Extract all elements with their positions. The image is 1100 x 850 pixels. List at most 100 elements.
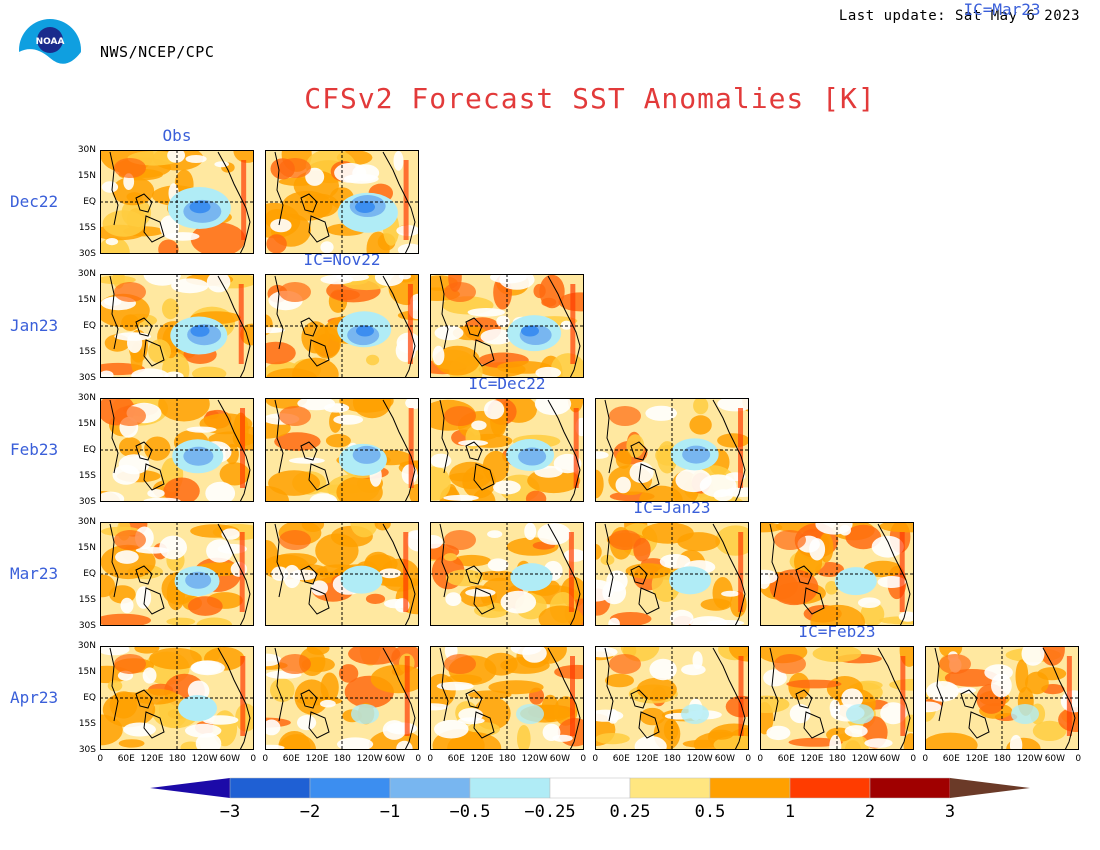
lon-tick-label: 60E [117,754,135,764]
lon-tick-label: 120E [305,754,329,764]
lat-tick-label: 30N [77,393,96,403]
sst-map-panel [100,150,254,254]
sst-map-panel [595,646,749,750]
lon-tick-label: 0 [415,754,422,764]
lon-tick-label: 120E [140,754,164,764]
lon-tick-label: 180 [828,754,846,764]
column-header-5: IC=Mar23 [963,0,1041,19]
lon-tick-label: 0 [97,754,104,764]
sst-map-panel [595,522,749,626]
sst-map-panel [265,398,419,502]
noaa-logo: NOAA [18,18,82,83]
lat-tick-label: 15N [77,295,96,305]
column-header-2: IC=Dec22 [468,374,546,393]
colorbar-arrow-left [150,778,230,798]
lon-tick-label: 60E [942,754,960,764]
lon-tick-label: 0 [427,754,434,764]
sst-map-panel [430,646,584,750]
colorbar-segment [549,777,631,799]
lon-tick-label: 120W [356,754,383,764]
colorbar-tick-label: −3 [219,802,241,822]
colorbar-tick-label: 0.5 [694,802,726,822]
sst-map-panel [760,646,914,750]
colorbar [140,776,1040,816]
sst-map-panel [430,522,584,626]
colorbar-segment [709,777,791,799]
lon-tick-label: 60W [714,754,736,764]
lon-tick-label: 0 [262,754,269,764]
lon-tick-label: 0 [250,754,257,764]
lon-tick-label: 120E [470,754,494,764]
lat-tick-label: 30N [77,269,96,279]
lat-tick-label: 30N [77,641,96,651]
lon-tick-label: 120W [521,754,548,764]
lon-tick-label: 120W [686,754,713,764]
lat-tick-label: 15S [78,595,96,605]
sst-map-panel [265,522,419,626]
colorbar-tick-label: 0.25 [609,802,651,822]
lat-tick-label: 15S [78,719,96,729]
column-header-0: Obs [162,126,192,145]
colorbar-segment [389,777,471,799]
lat-tick-label: 15N [77,667,96,677]
colorbar-segment [629,777,711,799]
lon-tick-label: 0 [922,754,929,764]
row-label-2: Feb23 [10,440,59,459]
lat-tick-label: EQ [83,693,96,703]
lon-tick-label: 0 [745,754,752,764]
colorbar-tick-label: −0.5 [449,802,491,822]
sst-map-panel [265,274,419,378]
lon-tick-label: 120W [1016,754,1043,764]
lon-tick-label: 180 [498,754,516,764]
sst-map-panel [265,646,419,750]
row-label-0: Dec22 [10,192,59,211]
colorbar-tick-label: 1 [784,802,796,822]
column-header-3: IC=Jan23 [633,498,711,517]
lon-tick-label: 120E [965,754,989,764]
lon-tick-label: 180 [333,754,351,764]
row-label-3: Mar23 [10,564,59,583]
lat-tick-label: 30S [78,249,96,259]
colorbar-tick-label: −0.25 [524,802,576,822]
colorbar-tick-label: −2 [299,802,321,822]
lat-tick-label: 30N [77,517,96,527]
sst-map-panel [595,398,749,502]
lat-tick-label: 15S [78,223,96,233]
colorbar-segment [469,777,551,799]
sst-map-panel [430,274,584,378]
colorbar-svg [150,777,1030,799]
lat-tick-label: 15S [78,347,96,357]
colorbar-tick-label: −1 [379,802,401,822]
row-label-4: Apr23 [10,688,59,707]
colorbar-labels: −3 −2 −1 −0.5 −0.25 0.25 0.5 1 2 3 [0,802,1100,826]
lon-tick-label: 120W [191,754,218,764]
org-label: NWS/NCEP/CPC [100,43,215,61]
lon-tick-label: 60W [1044,754,1066,764]
svg-text:NOAA: NOAA [36,37,65,47]
column-header-1: IC=Nov22 [303,250,381,269]
lat-tick-label: 30S [78,621,96,631]
lon-tick-label: 60W [879,754,901,764]
colorbar-segment [229,777,311,799]
sst-map-panel [925,646,1079,750]
lat-tick-label: 15N [77,419,96,429]
sst-map-panel [760,522,914,626]
lat-tick-label: 15S [78,471,96,481]
lon-tick-label: 0 [592,754,599,764]
sst-map-panel [430,398,584,502]
lon-tick-label: 60E [447,754,465,764]
last-update-text: Last update: Sat May 6 2023 [838,8,1080,24]
lon-tick-label: 60E [282,754,300,764]
lat-tick-label: EQ [83,569,96,579]
lat-tick-label: 30S [78,745,96,755]
lat-tick-label: 15N [77,543,96,553]
colorbar-tick-label: 3 [944,802,956,822]
lon-tick-label: 60W [549,754,571,764]
colorbar-segment [869,777,951,799]
lat-tick-label: 30S [78,497,96,507]
colorbar-tick-label: 2 [864,802,876,822]
lon-tick-label: 180 [168,754,186,764]
lon-tick-label: 180 [993,754,1011,764]
column-header-4: IC=Feb23 [798,622,876,641]
